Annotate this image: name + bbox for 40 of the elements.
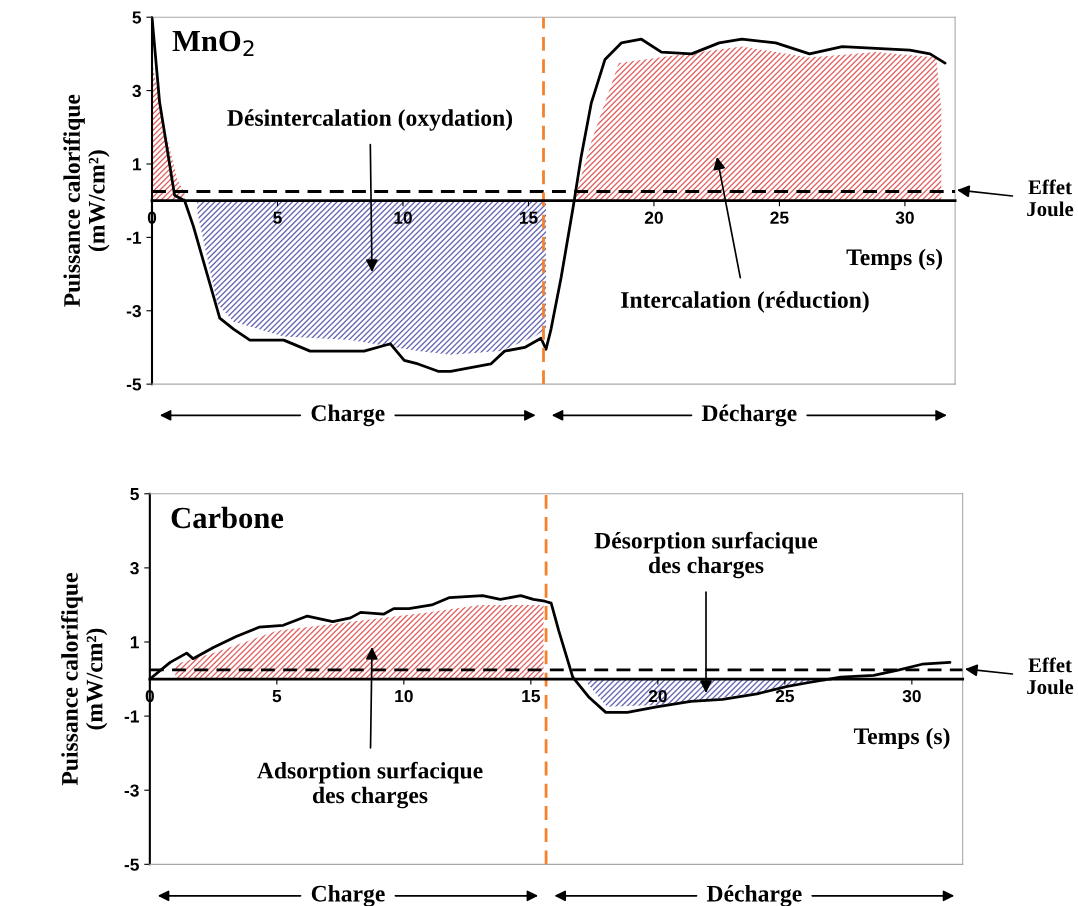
x-tick-label: 30 bbox=[902, 689, 921, 703]
annotation: Adsorption surfacique des charges bbox=[257, 761, 483, 809]
x-tick-label: 20 bbox=[644, 211, 663, 224]
y-tick-label: 5 bbox=[130, 488, 139, 501]
x-tick-label: 10 bbox=[394, 211, 412, 224]
text: Charge bbox=[311, 404, 385, 427]
annotation: Désorption surfacique des charges bbox=[594, 531, 818, 579]
y-tick-label: 1 bbox=[133, 158, 142, 171]
y-tick-label: 1 bbox=[130, 636, 139, 649]
y-tick-label: 3 bbox=[132, 84, 141, 98]
x-tick-label: 20 bbox=[648, 689, 667, 703]
text: Décharge bbox=[701, 404, 797, 427]
y-tick-label: -3 bbox=[124, 784, 139, 797]
y-axis-title: Puissance calorifique (mW/cm²) bbox=[63, 94, 110, 307]
y-tick-label: -1 bbox=[124, 710, 139, 723]
y-tick-label: 5 bbox=[132, 11, 142, 24]
y-tick-label: -3 bbox=[126, 304, 141, 318]
x-tick-label: 10 bbox=[395, 689, 413, 703]
y-axis-title: Puissance calorifique (mW/cm²) bbox=[60, 573, 108, 786]
y-tick-label: -5 bbox=[126, 378, 142, 391]
text: Effet Joule bbox=[1027, 657, 1074, 695]
x-tick-label: 5 bbox=[273, 211, 282, 224]
x-tick-label: 30 bbox=[895, 211, 914, 224]
text: Effet Joule bbox=[1027, 179, 1074, 217]
x-tick-label: 5 bbox=[272, 690, 282, 703]
y-tick-label: -1 bbox=[126, 231, 142, 244]
annotation: Désintercalation (oxydation) bbox=[227, 109, 513, 131]
chart-title: Carbone bbox=[171, 506, 284, 529]
x-axis-title: Temps (s) bbox=[853, 727, 950, 750]
y-tick-label: -5 bbox=[124, 858, 139, 871]
x-axis-title: Temps (s) bbox=[846, 248, 943, 271]
annotation: Intercalation (réduction) bbox=[621, 291, 869, 313]
x-tick-label: 15 bbox=[519, 211, 538, 224]
chart-title: MnO$_{2}$ bbox=[172, 30, 254, 57]
text: Décharge bbox=[706, 885, 802, 906]
x-tick-label: 25 bbox=[770, 211, 789, 224]
x-tick-label: 25 bbox=[775, 689, 795, 703]
text: Charge bbox=[311, 885, 385, 906]
x-tick-label: 15 bbox=[522, 690, 541, 703]
y-tick-label: 3 bbox=[130, 562, 139, 575]
